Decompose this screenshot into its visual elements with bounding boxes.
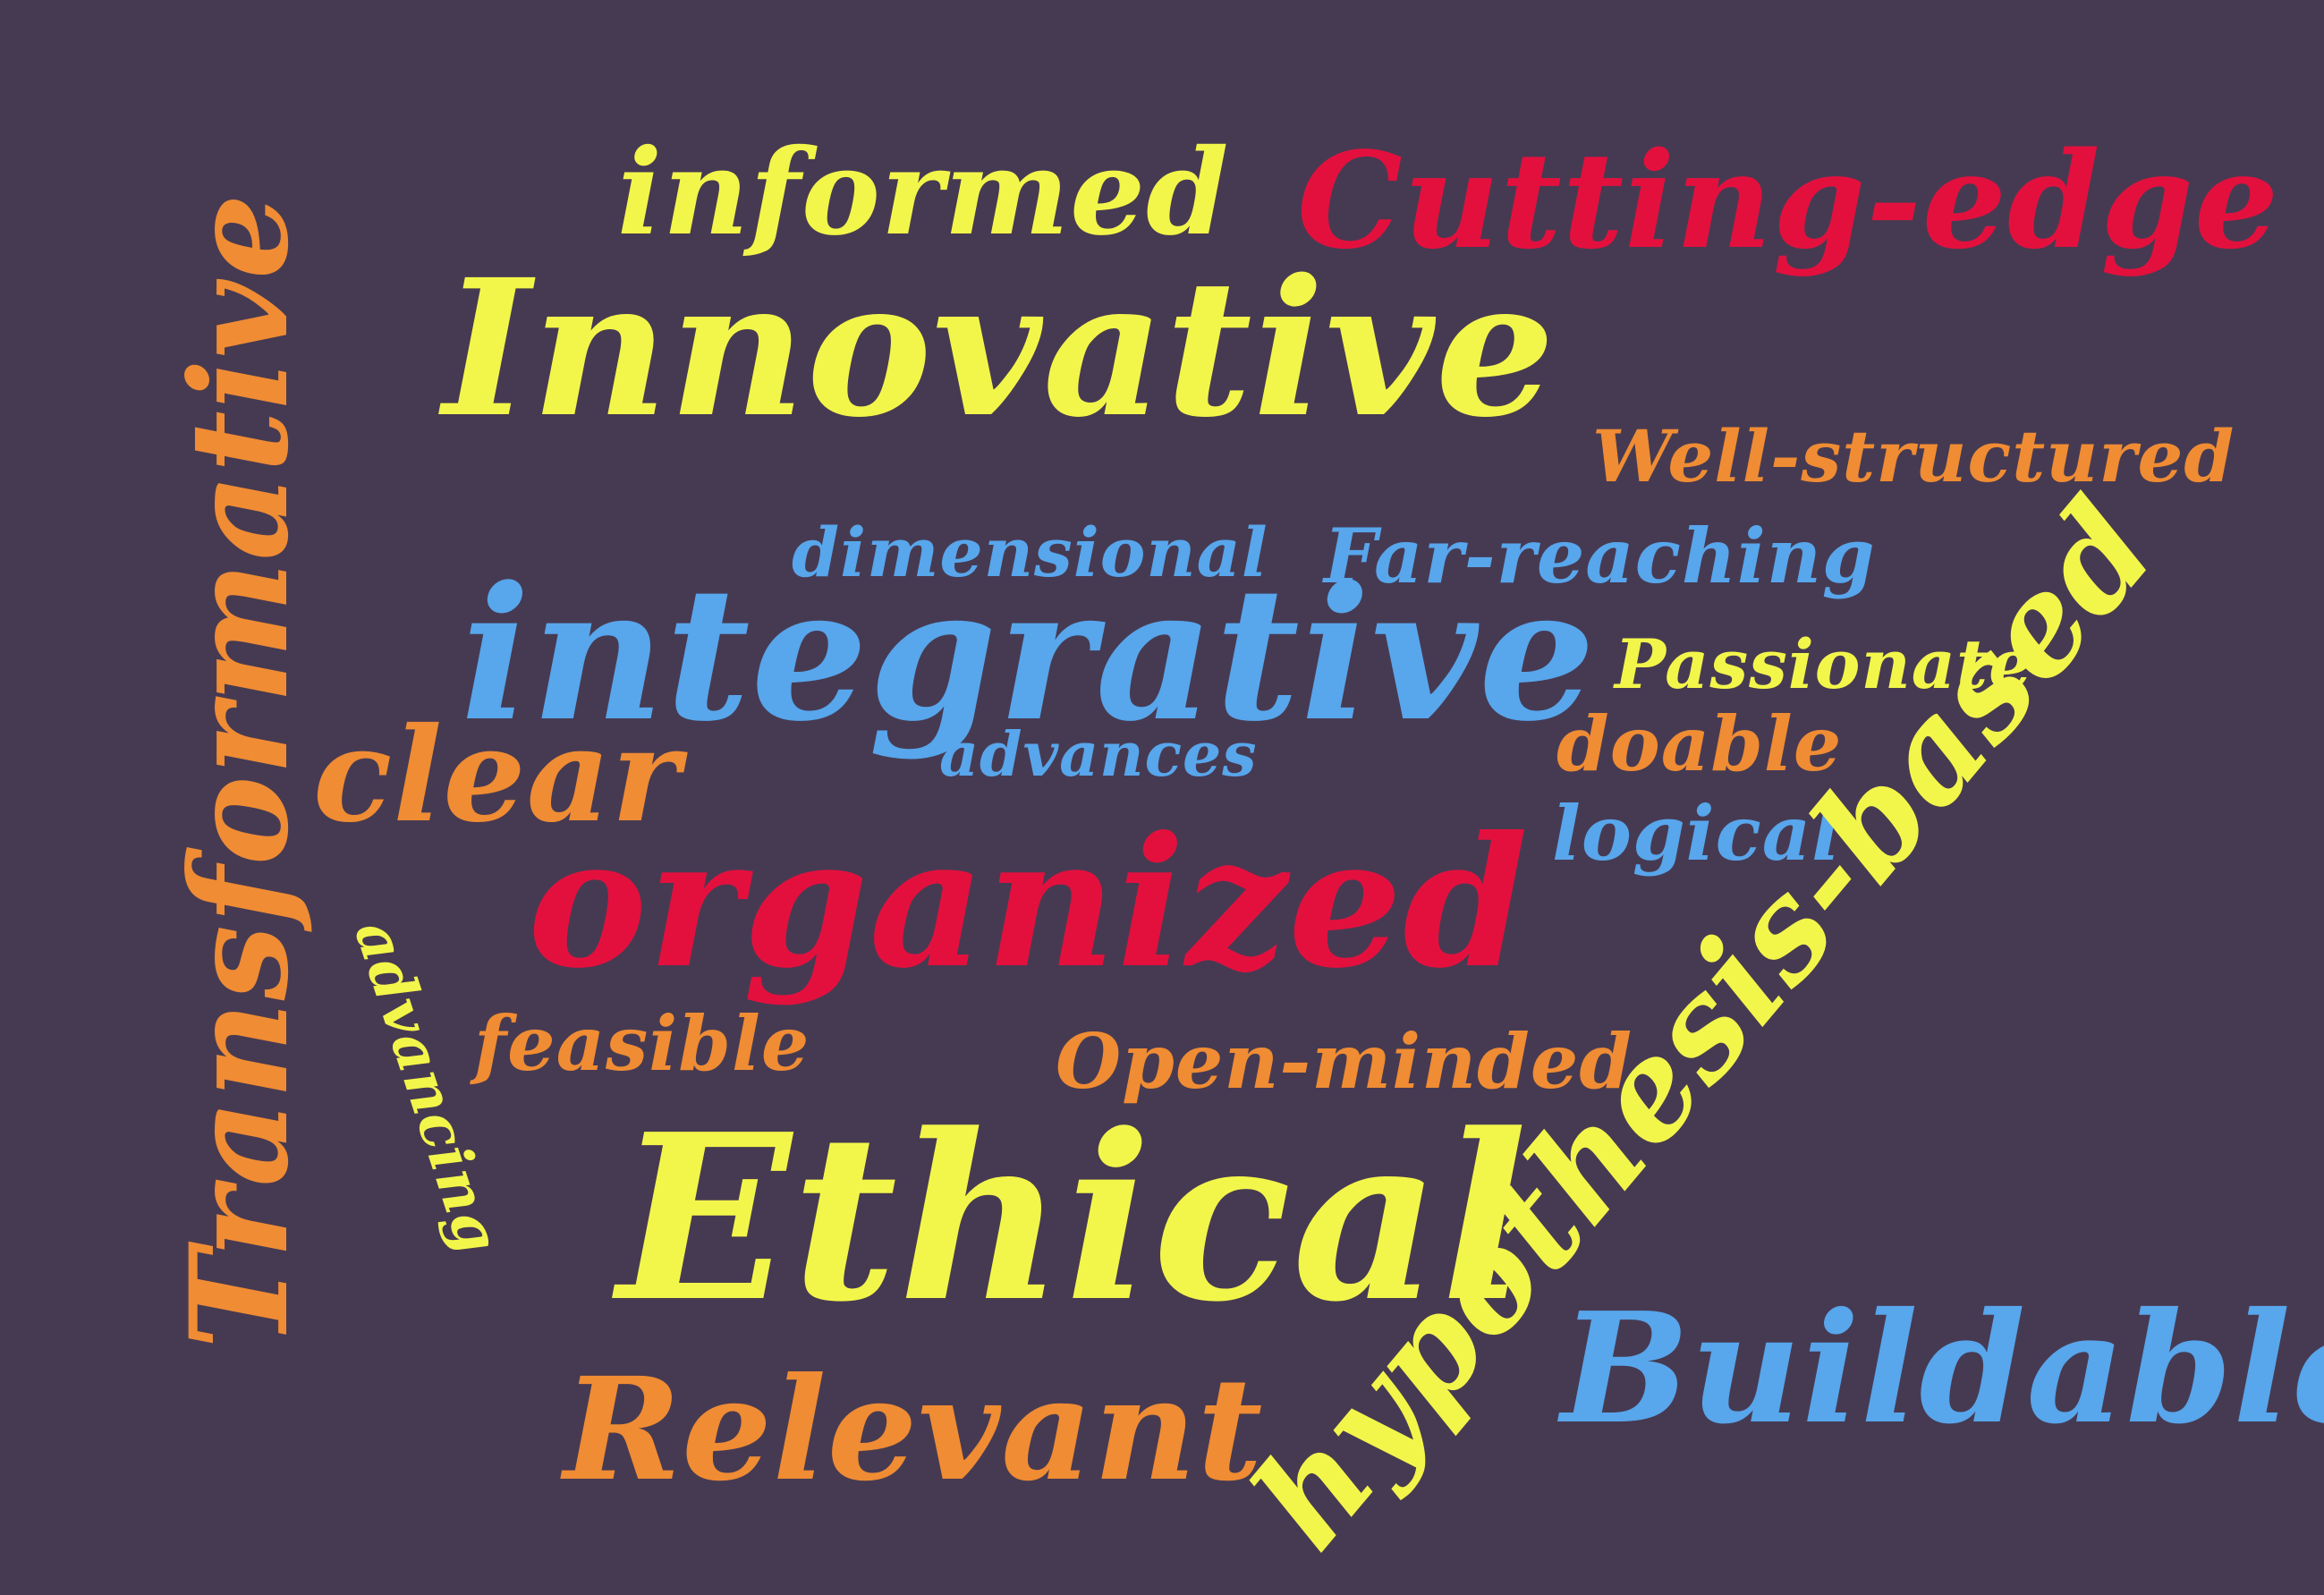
word-dimensional: dimensional <box>792 513 1268 592</box>
word-ethical: Ethical <box>617 1085 1529 1353</box>
word-innovative: Innovative <box>443 238 1556 459</box>
word-far-reaching: Far-reaching <box>1324 512 1876 600</box>
word-informed: informed <box>617 123 1230 262</box>
word-well-structured: Well-structured <box>1592 414 2235 498</box>
word-clear: clear <box>313 700 681 852</box>
word-integrative: integrative <box>461 547 1597 762</box>
word-doable: doable <box>1556 700 1843 788</box>
word-organized: organized <box>528 798 1530 1008</box>
word-feasible: feasible <box>474 999 810 1088</box>
word-advances: advances <box>939 719 1258 791</box>
word-cutting-edge: Cutting-edge <box>1297 123 2280 278</box>
word-transformative: Transformative <box>161 192 318 1350</box>
word-buildable: Buildable <box>1561 1279 2324 1458</box>
word-logical: logical <box>1552 789 1842 878</box>
word-relevant: Relevant <box>564 1347 1264 1513</box>
word-passionate: Passionate <box>1615 624 2033 704</box>
word-open-minded: Open-minded <box>1056 1017 1633 1106</box>
